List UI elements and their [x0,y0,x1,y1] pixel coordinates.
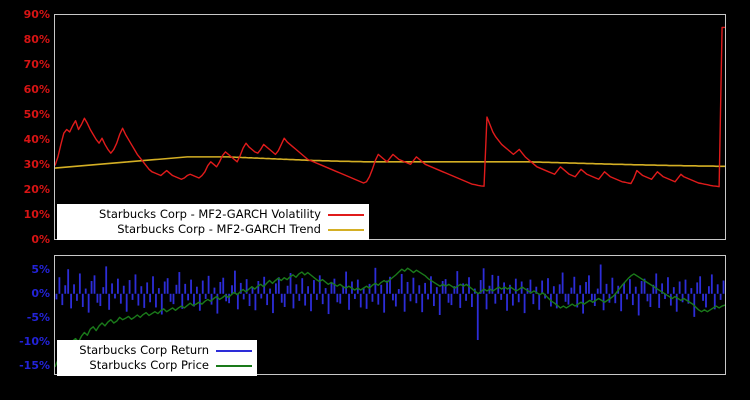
legend-item: Starbucks Corp - MF2-GARCH Volatility [64,207,364,222]
legend-item: Starbucks Corp - MF2-GARCH Trend [64,222,364,237]
y-axis-tick-label: 0% [31,287,50,301]
volatility-legend: Starbucks Corp - MF2-GARCH Volatility St… [57,204,369,240]
legend-label: Starbucks Corp - MF2-GARCH Trend [117,222,321,236]
y-axis-tick-label: 90% [23,8,50,21]
price-line [55,267,725,368]
return-y-axis: -15% -10% -5% 0% 5% [0,0,50,400]
y-axis-tick-label: 60% [23,83,50,96]
return-plot-area [55,264,725,368]
y-axis-tick-label: -5% [26,311,50,325]
y-axis-tick-label: 40% [23,133,50,146]
legend-label: Starbucks Corp Return [79,343,209,357]
y-axis-tick-label: 5% [31,263,50,277]
legend-item: Starbucks Corp Return [64,343,252,358]
legend-swatch-price [216,364,252,367]
return-legend: Starbucks Corp Return Starbucks Corp Pri… [57,340,257,376]
legend-item: Starbucks Corp Price [64,358,252,373]
y-axis-tick-label: 10% [23,208,50,221]
volatility-plot-area [55,26,725,188]
trend-line [55,156,725,169]
legend-label: Starbucks Corp - MF2-GARCH Volatility [99,207,321,221]
y-axis-tick-label: -10% [19,335,50,349]
y-axis-tick-label: 70% [23,58,50,71]
y-axis-tick-label: 80% [23,33,50,46]
y-axis-tick-label: 20% [23,183,50,196]
legend-swatch-trend [328,228,364,231]
y-axis-tick-label: 50% [23,108,50,121]
y-axis-tick-label: 0% [31,233,50,246]
volatility-y-axis: 0% 10% 20% 30% 40% 50% 60% 70% 80% 90% [0,0,50,400]
legend-swatch-volatility [328,213,364,216]
y-axis-tick-label: -15% [19,359,50,373]
volatility-line [55,26,725,188]
return-panel [54,255,726,375]
legend-swatch-return [216,349,252,352]
legend-label: Starbucks Corp Price [89,358,209,372]
y-axis-tick-label: 30% [23,158,50,171]
volatility-panel [54,14,726,240]
